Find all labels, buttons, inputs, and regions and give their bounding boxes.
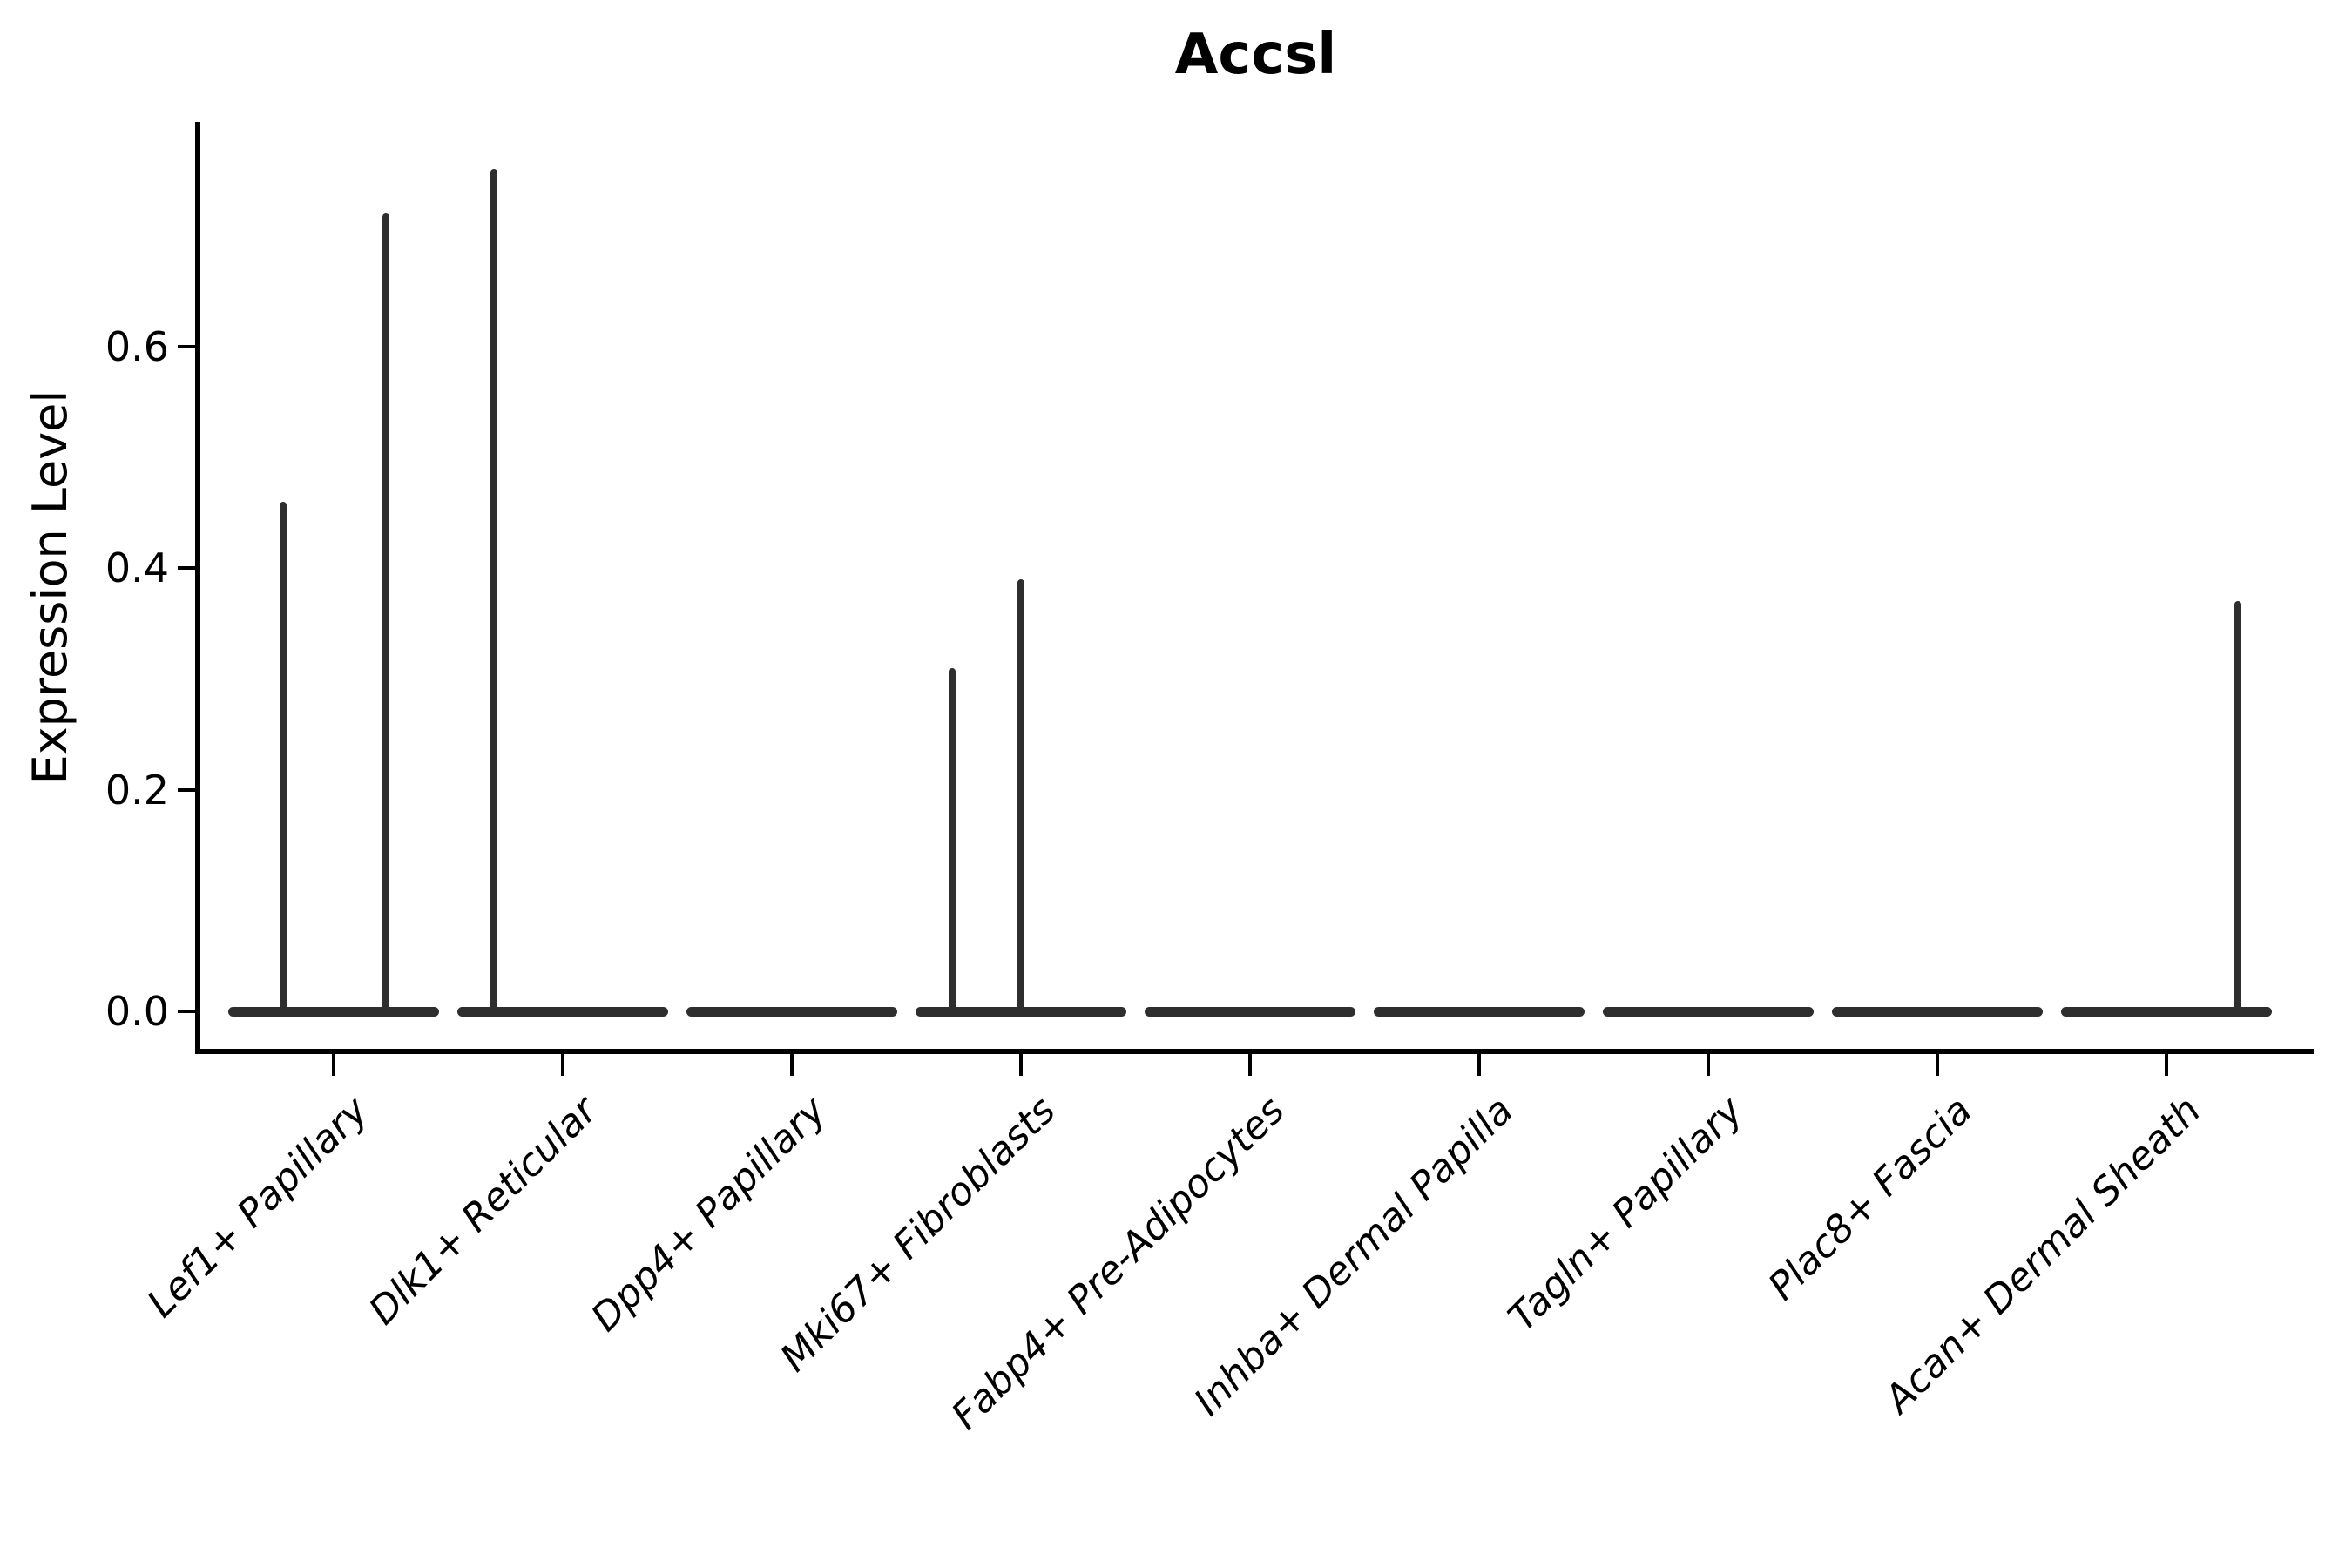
violin-body [1374, 1006, 1585, 1017]
y-tick-label: 0.2 [105, 766, 169, 814]
violin-body [686, 1006, 897, 1017]
violin-spike [490, 169, 498, 1016]
violin-spike [2234, 601, 2241, 1016]
y-tick-label: 0.0 [105, 988, 169, 1035]
y-tick-mark [178, 344, 195, 348]
violin-body [228, 1006, 439, 1017]
chart-title: Accsl [1174, 23, 1337, 87]
violin-spike [280, 501, 287, 1016]
x-axis-category-label: Lef1+ Papillary [139, 1088, 377, 1327]
x-axis-category-label: Dpp4+ Papillary [583, 1088, 835, 1341]
x-tick-mark [2165, 1054, 2168, 1076]
x-tick-mark [561, 1054, 564, 1076]
x-tick-mark [1936, 1054, 1939, 1076]
violin-spike [949, 667, 956, 1016]
y-axis-spine [195, 122, 200, 1054]
violin-body [916, 1006, 1126, 1017]
x-axis-category-label: Tagln+ Papillary [1499, 1088, 1752, 1341]
x-tick-mark [1248, 1054, 1252, 1076]
violin-spike [1017, 578, 1024, 1016]
x-tick-mark [332, 1054, 335, 1076]
x-axis-spine [195, 1049, 2314, 1054]
x-tick-mark [1019, 1054, 1023, 1076]
violin-body [2061, 1006, 2272, 1017]
y-tick-mark [178, 787, 195, 792]
violin-body [457, 1006, 668, 1017]
y-tick-mark [178, 566, 195, 571]
violin-spike [382, 213, 390, 1016]
violin-body [1145, 1006, 1355, 1017]
y-tick-label: 0.6 [105, 322, 169, 370]
violin-body [1832, 1006, 2043, 1017]
x-axis-category-label: Plac8+ Fascia [1759, 1088, 1981, 1309]
x-tick-mark [1707, 1054, 1710, 1076]
x-tick-mark [790, 1054, 794, 1076]
violin-body [1603, 1006, 1814, 1017]
x-axis-category-label: Dlk1+ Reticular [360, 1088, 606, 1334]
y-tick-label: 0.4 [105, 544, 169, 592]
y-tick-mark [178, 1010, 195, 1013]
x-tick-mark [1477, 1054, 1481, 1076]
